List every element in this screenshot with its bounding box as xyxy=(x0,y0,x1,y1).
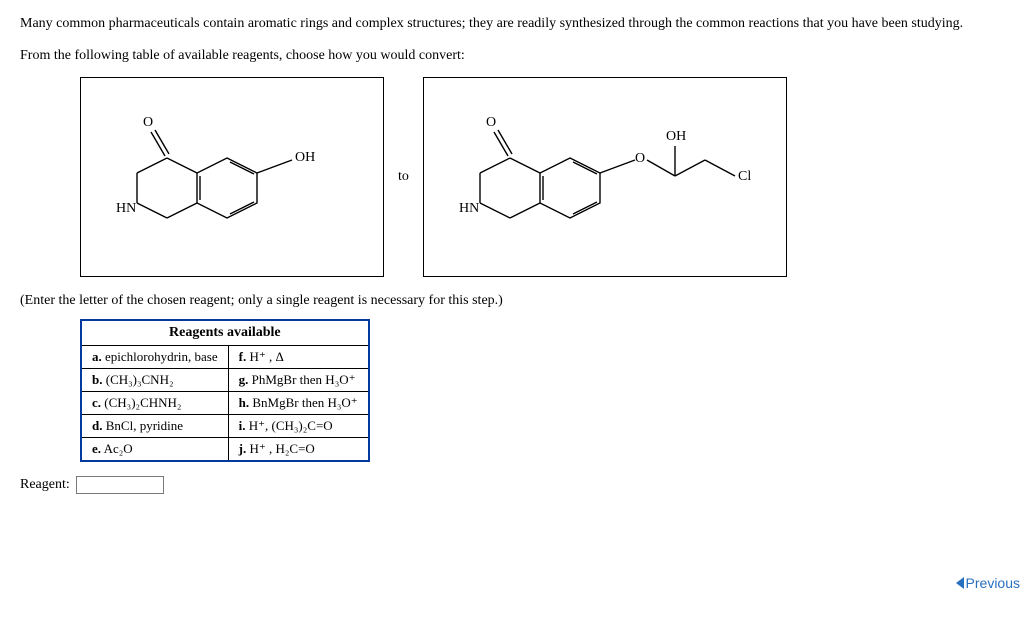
label-Cl: Cl xyxy=(738,169,751,184)
label-OH: OH xyxy=(295,150,315,165)
reagent-cell-right: i. H⁺, (CH₃)₂C=O xyxy=(228,415,369,438)
answer-label: Reagent: xyxy=(20,477,70,493)
reagent-cell-left: b. (CH₃)₃CNH₂ xyxy=(81,369,228,392)
label-HN2: HN xyxy=(459,201,479,216)
structure-product: O HN O OH Cl xyxy=(423,77,787,277)
reagent-cell-right: g. PhMgBr then H₃O⁺ xyxy=(228,369,369,392)
reagent-cell-right: j. H⁺ , H₂C=O xyxy=(228,438,369,462)
table-row: c. (CH₃)₂CHNH₂h. BnMgBr then H₃O⁺ xyxy=(81,392,369,415)
structures-row: O HN OH to xyxy=(80,77,1004,277)
to-label: to xyxy=(398,169,409,185)
chevron-left-icon xyxy=(956,577,964,589)
previous-link[interactable]: Previous xyxy=(956,575,1020,591)
reagent-input[interactable] xyxy=(76,476,164,494)
reagent-cell-left: a. epichlorohydrin, base xyxy=(81,346,228,369)
table-row: d. BnCl, pyridinei. H⁺, (CH₃)₂C=O xyxy=(81,415,369,438)
reagents-table: Reagents available a. epichlorohydrin, b… xyxy=(80,319,370,462)
reagent-cell-right: h. BnMgBr then H₃O⁺ xyxy=(228,392,369,415)
reagent-cell-left: e. Ac₂O xyxy=(81,438,228,462)
structure-start: O HN OH xyxy=(80,77,384,277)
intro-line-1: Many common pharmaceuticals contain arom… xyxy=(20,14,1004,34)
reagent-cell-right: f. H⁺ , Δ xyxy=(228,346,369,369)
label-O2: O xyxy=(486,115,496,130)
previous-label: Previous xyxy=(966,575,1020,591)
instruction-note: (Enter the letter of the chosen reagent;… xyxy=(20,293,1004,309)
molecule-start-svg: O HN OH xyxy=(97,88,367,268)
reagent-cell-left: c. (CH₃)₂CHNH₂ xyxy=(81,392,228,415)
label-O: O xyxy=(143,115,153,130)
label-OH2: OH xyxy=(666,129,686,144)
reagent-cell-left: d. BnCl, pyridine xyxy=(81,415,228,438)
table-row: b. (CH₃)₃CNH₂g. PhMgBr then H₃O⁺ xyxy=(81,369,369,392)
table-row: a. epichlorohydrin, basef. H⁺ , Δ xyxy=(81,346,369,369)
molecule-product-svg: O HN O OH Cl xyxy=(440,88,770,268)
label-Oeth: O xyxy=(635,151,645,166)
table-row: e. Ac₂Oj. H⁺ , H₂C=O xyxy=(81,438,369,462)
reagents-header: Reagents available xyxy=(81,320,369,346)
label-HN: HN xyxy=(116,201,136,216)
intro-line-2: From the following table of available re… xyxy=(20,46,1004,66)
